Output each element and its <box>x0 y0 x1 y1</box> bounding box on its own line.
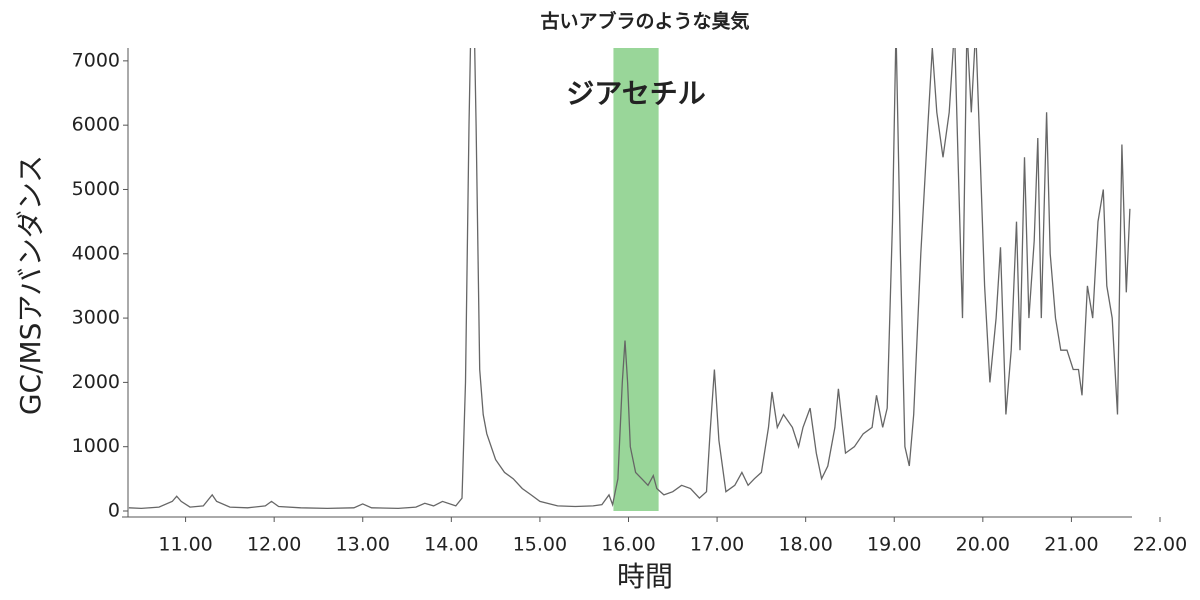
x-tick-label: 17.00 <box>690 534 744 556</box>
y-tick-label: 0 <box>108 500 120 522</box>
x-axis-label: 時間 <box>617 560 673 593</box>
x-tick-label: 19.00 <box>867 534 921 556</box>
y-axis-label: GC/MSアバンダンス <box>14 155 47 415</box>
x-tick-label: 11.00 <box>158 534 212 556</box>
highlight-band <box>613 48 659 511</box>
highlight-label: ジアセチル <box>566 77 705 110</box>
chart-title: 古いアブラのような臭気 <box>540 10 749 33</box>
y-tick-label: 4000 <box>72 242 120 264</box>
x-tick-label: 15.00 <box>513 534 567 556</box>
y-tick-label: 5000 <box>72 178 120 200</box>
y-tick-label: 2000 <box>72 371 120 393</box>
x-tick-label: 14.00 <box>424 534 478 556</box>
x-tick-label: 21.00 <box>1044 534 1098 556</box>
x-tick-label: 13.00 <box>336 534 390 556</box>
x-tick-label: 20.00 <box>956 534 1010 556</box>
y-tick-label: 1000 <box>72 435 120 457</box>
x-tick-label: 16.00 <box>601 534 655 556</box>
x-tick-label: 18.00 <box>778 534 832 556</box>
data-line <box>128 48 1131 510</box>
y-tick-label: 7000 <box>72 49 120 71</box>
x-tick-label: 22.00 <box>1133 534 1187 556</box>
y-tick-label: 3000 <box>72 307 120 329</box>
x-tick-label: 12.00 <box>247 534 301 556</box>
y-tick-label: 6000 <box>72 114 120 136</box>
